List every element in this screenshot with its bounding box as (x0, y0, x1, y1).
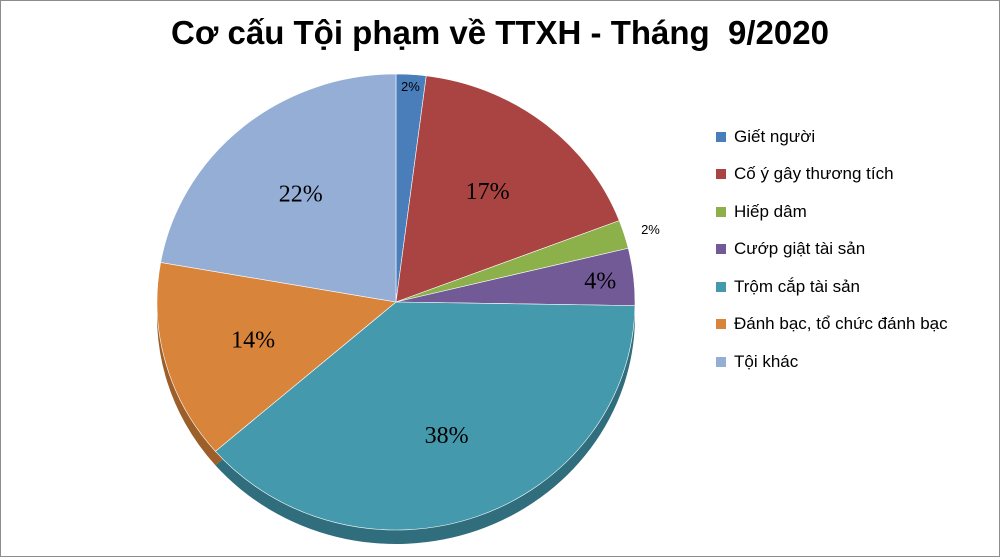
pie-slice-2 (395, 75, 620, 303)
pie-slice-6 (156, 262, 397, 452)
pie-slices-layer (156, 73, 636, 531)
legend-label: Trộm cắp tài sản (734, 276, 860, 296)
legend-item-1: Giết người (716, 118, 948, 156)
legend-swatch (716, 244, 726, 255)
legend: Giết người Cố ý gây thương tích Hiếp dâm Cư… (716, 118, 948, 381)
legend-swatch (716, 169, 726, 180)
legend-label: Đánh bạc, tổ chức đánh bạc (734, 314, 948, 334)
pie-slice-1-label: 2% (401, 79, 420, 94)
pie-slice-7-label: 22% (279, 182, 323, 208)
legend-swatch (716, 319, 726, 330)
legend-item-5: Trộm cắp tài sản (716, 268, 948, 306)
legend-label: Hiếp dâm (734, 201, 807, 221)
legend-swatch (716, 356, 726, 367)
legend-swatch (716, 281, 726, 292)
legend-swatch (716, 206, 726, 217)
pie-slice-2-label: 17% (466, 179, 510, 205)
pie-labels-layer: 2% 17% 2% 4% 38% 14% 22% (231, 79, 660, 449)
pie-slice-4-label: 4% (584, 268, 616, 294)
legend-item-7: Tội khác (716, 343, 948, 381)
legend-swatch (716, 131, 726, 142)
legend-label: Cướp giật tài sản (734, 239, 866, 259)
legend-item-2: Cố ý gây thương tích (716, 156, 948, 194)
legend-label: Cố ý gây thương tích (734, 164, 894, 184)
pie-slice-5 (214, 301, 636, 531)
pie-slice-3-label: 2% (641, 222, 660, 237)
pie-slice-5-label: 38% (425, 423, 469, 449)
pie-slice-7 (160, 73, 397, 303)
legend-item-3: Hiếp dâm (716, 193, 948, 231)
chart-title: Cơ cấu Tội phạm về TTXH - Tháng 9/2020 (171, 14, 829, 51)
legend-label: Giết người (734, 126, 816, 146)
legend-item-4: Cướp giật tài sản (716, 231, 948, 269)
legend-label: Tội khác (734, 351, 799, 371)
legend-item-6: Đánh bạc, tổ chức đánh bạc (716, 306, 948, 344)
pie-slice-6-label: 14% (231, 328, 275, 354)
